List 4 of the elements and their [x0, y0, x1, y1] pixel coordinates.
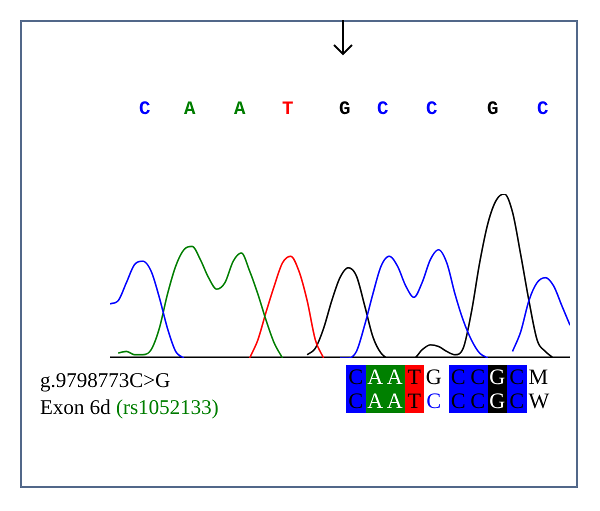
text: C A A T G C C G C — [139, 98, 548, 120]
text: (rs1052133) — [116, 395, 219, 420]
text: Exon 6d — [40, 395, 111, 420]
text: g.9798773C>G — [40, 368, 170, 393]
